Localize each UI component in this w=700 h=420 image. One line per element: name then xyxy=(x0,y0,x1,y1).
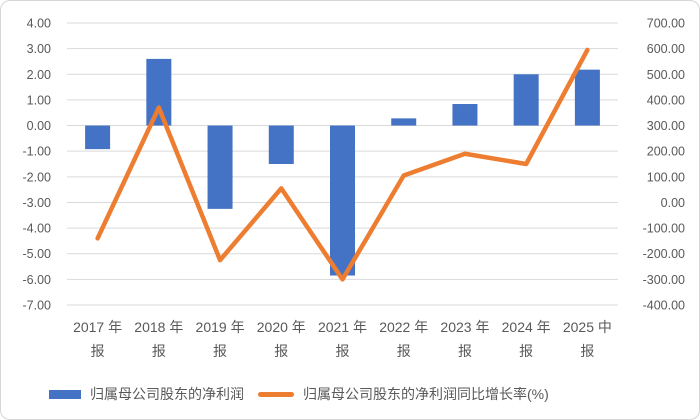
x-axis-label-line2: 报 xyxy=(91,343,105,359)
x-axis-label-line2: 报 xyxy=(397,343,411,359)
x-axis-label-line1: 2018 年 xyxy=(134,319,183,335)
left-axis-tick: -3.00 xyxy=(23,196,52,210)
right-axis-tick: 100.00 xyxy=(647,170,685,184)
bar-2025 中报 xyxy=(574,69,600,126)
left-axis-tick: 2.00 xyxy=(27,68,51,82)
bar-2020 年报 xyxy=(268,125,294,164)
left-axis-tick: -7.00 xyxy=(23,299,52,313)
right-axis-tick: 500.00 xyxy=(647,68,685,82)
x-axis-label-line1: 2024 年 xyxy=(502,319,551,335)
x-axis-label-line1: 2023 年 xyxy=(440,319,489,335)
bar-2024 年报 xyxy=(513,74,539,126)
right-axis-tick: -200.00 xyxy=(643,247,685,261)
x-axis-label-line1: 2019 年 xyxy=(196,319,245,335)
x-axis-label-line2: 报 xyxy=(336,343,350,359)
legend-label-growth-rate: 归属母公司股东的净利润同比增长率(%) xyxy=(303,386,549,402)
right-axis-tick: 400.00 xyxy=(647,93,685,107)
right-axis-tick: 300.00 xyxy=(647,119,685,133)
left-axis-tick: -5.00 xyxy=(23,247,52,261)
bar-2019 年报 xyxy=(207,125,233,209)
left-axis-tick: -4.00 xyxy=(23,222,52,236)
bar-2017 年报 xyxy=(85,125,111,150)
chart-plot-area: 4.00 700.00 3.00 600.00 2.00 500.00 1.00 400.00… xyxy=(23,17,686,360)
right-axis-tick: -300.00 xyxy=(643,273,685,287)
x-axis-label-line1: 2021 年 xyxy=(318,319,367,335)
line-series-swatch xyxy=(258,391,294,397)
x-axis-label-line1: 2017 年 xyxy=(73,319,122,335)
bar-2021 年报 xyxy=(330,125,355,276)
bar-series-swatch xyxy=(49,389,81,399)
right-axis-tick: 700.00 xyxy=(647,17,685,31)
bar-2018 年报 xyxy=(146,58,172,126)
growth-line xyxy=(95,47,590,282)
x-axis-label-line1: 2022 年 xyxy=(379,319,428,335)
bar-2022 年报 xyxy=(391,118,417,126)
x-axis-label-line2: 报 xyxy=(580,343,594,359)
x-axis-label-line2: 报 xyxy=(213,343,227,359)
left-axis-tick: -2.00 xyxy=(23,170,52,184)
right-axis-tick: -400.00 xyxy=(643,299,685,313)
x-axis-label-line1: 2020 年 xyxy=(257,319,306,335)
x-axis-label-line2: 报 xyxy=(519,343,533,359)
x-axis-label-line2: 报 xyxy=(152,343,166,359)
left-axis-tick: 0.00 xyxy=(27,119,51,133)
legend-item-net-profit: 归属母公司股东的净利润 xyxy=(49,384,244,404)
x-axis-label-line2: 报 xyxy=(274,343,288,359)
left-axis-tick: -6.00 xyxy=(23,273,52,287)
left-axis-tick: -1.00 xyxy=(23,145,52,159)
right-axis-tick: 600.00 xyxy=(647,42,685,56)
legend-item-growth-rate: 归属母公司股东的净利润同比增长率(%) xyxy=(258,384,549,404)
right-axis-tick: 200.00 xyxy=(647,145,685,159)
right-axis-tick: 0.00 xyxy=(661,196,685,210)
right-axis-tick: -100.00 xyxy=(643,222,685,236)
chart-legend: 归属母公司股东的净利润 归属母公司股东的净利润同比增长率(%) xyxy=(49,384,549,404)
bar-2023 年报 xyxy=(452,104,478,126)
left-axis-tick: 1.00 xyxy=(27,93,51,107)
left-axis-tick: 4.00 xyxy=(27,17,51,31)
x-axis-label-line1: 2025 中 xyxy=(563,319,612,335)
legend-label-net-profit: 归属母公司股东的净利润 xyxy=(90,386,244,402)
left-axis-tick: 3.00 xyxy=(27,42,51,56)
x-axis-label-line2: 报 xyxy=(458,343,472,359)
